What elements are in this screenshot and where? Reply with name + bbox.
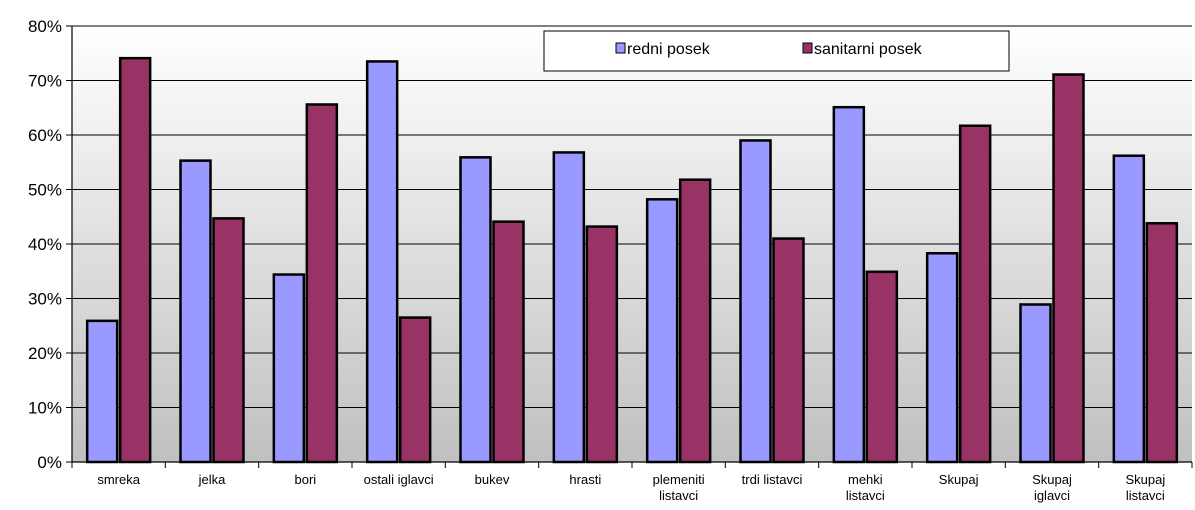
- x-tick-label: Skupaj: [939, 472, 979, 487]
- bar-redni-posek: [459, 156, 492, 464]
- legend: redni posek sanitarni posek: [543, 30, 1010, 72]
- bar-redni-posek: [272, 273, 306, 464]
- bar-redni-posek: [85, 319, 119, 464]
- x-tick-label: plemeniti listavci: [653, 472, 705, 503]
- y-tick-label: 80%: [28, 17, 62, 36]
- bar-redni-posek: [552, 151, 586, 464]
- bar-redni-posek: [179, 159, 212, 464]
- x-tick-label: Skupaj iglavci: [1032, 472, 1072, 503]
- y-tick-label: 0%: [37, 453, 62, 472]
- bar-sanitarni-posek: [585, 225, 619, 464]
- bar-sanitarni-posek: [958, 124, 992, 464]
- bar-redni-posek: [1019, 303, 1052, 464]
- bar-sanitarni-posek: [678, 178, 712, 464]
- x-tick-labels: smreka jelka bori ostali iglavci bukev hrasti…: [97, 472, 1165, 503]
- bar-sanitarni-posek: [305, 103, 339, 464]
- bar-sanitarni-posek: [1052, 73, 1085, 464]
- legend-label: sanitarni posek: [814, 41, 923, 58]
- x-tick-label: smreka: [97, 472, 140, 487]
- bars: [85, 56, 1179, 464]
- x-tick-label: jelka: [198, 472, 227, 487]
- bar-sanitarni-posek: [492, 220, 525, 464]
- bar-redni-posek: [365, 60, 399, 464]
- bar-redni-posek: [832, 105, 866, 464]
- legend-box: [543, 30, 1010, 72]
- y-tick-label: 20%: [28, 344, 62, 363]
- y-tick-label: 30%: [28, 290, 62, 309]
- x-tick-label: mehki listavci: [846, 472, 885, 503]
- bar-sanitarni-posek: [118, 56, 152, 464]
- x-tick-label: bori: [294, 472, 316, 487]
- legend-swatch: [615, 42, 626, 54]
- x-tick-label: ostali iglavci: [364, 472, 434, 487]
- x-tick-label: Skupaj listavci: [1125, 472, 1165, 503]
- bar-redni-posek: [645, 198, 679, 464]
- y-tick-label: 50%: [28, 181, 62, 200]
- bar-redni-posek: [925, 252, 959, 464]
- bar-sanitarni-posek: [772, 237, 805, 464]
- gridlines: [72, 25, 1192, 408]
- bar-sanitarni-posek: [1145, 222, 1179, 464]
- bar-sanitarni-posek: [865, 270, 899, 464]
- axes: [66, 25, 1193, 468]
- y-tick-label: 60%: [28, 126, 62, 145]
- y-tick-label: 40%: [28, 235, 62, 254]
- y-tick-labels: 0% 10% 20% 30% 40% 50% 60% 70% 80%: [28, 17, 62, 472]
- y-tick-label: 70%: [28, 72, 62, 91]
- bar-sanitarni-posek: [212, 217, 245, 464]
- x-tick-label: bukev: [475, 472, 510, 487]
- x-tick-label: trdi listavci: [742, 472, 803, 487]
- legend-swatch: [802, 42, 813, 54]
- bar-redni-posek: [1112, 154, 1146, 464]
- bar-redni-posek: [739, 139, 772, 464]
- y-tick-label: 10%: [28, 399, 62, 418]
- x-tick-label: hrasti: [569, 472, 601, 487]
- bar-sanitarni-posek: [398, 316, 432, 464]
- legend-label: redni posek: [627, 41, 711, 58]
